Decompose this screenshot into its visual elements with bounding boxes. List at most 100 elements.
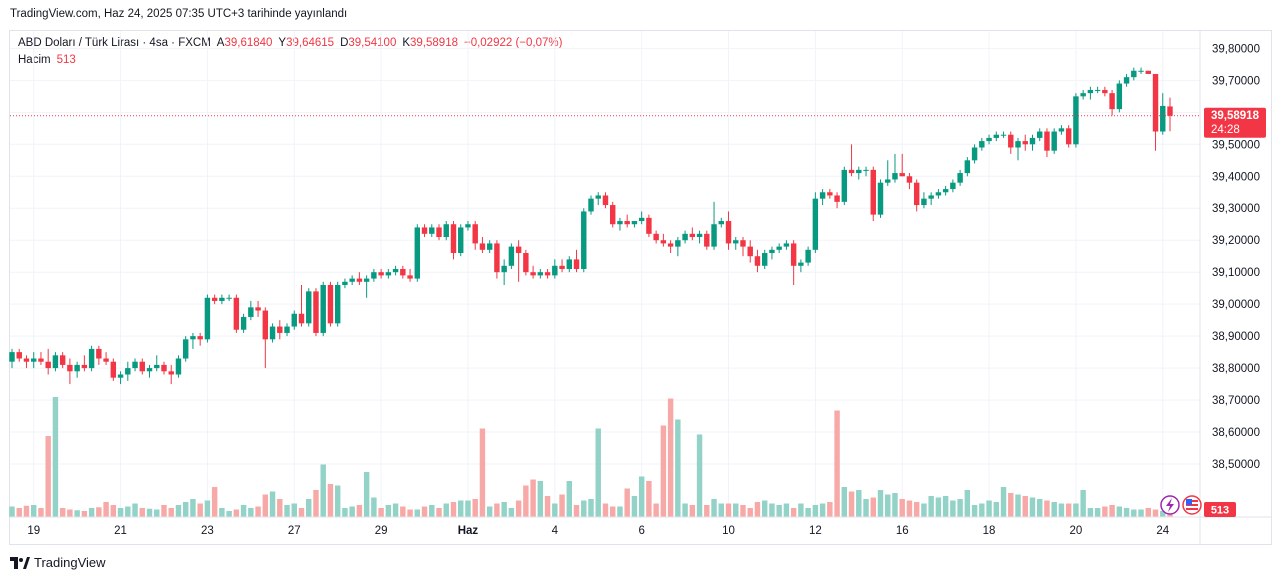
volume-bar (776, 505, 782, 517)
volume-bar (161, 505, 167, 517)
candle (885, 160, 891, 186)
candle (602, 192, 609, 209)
price-tick-label: 39,20000 (1212, 235, 1260, 247)
volume-bar (501, 502, 507, 517)
volume-bar (342, 508, 348, 517)
price-tick-label: 39,70000 (1212, 75, 1260, 87)
volume-bar (320, 464, 326, 517)
candle (371, 268, 377, 282)
candle-body (696, 233, 703, 238)
candle (957, 169, 963, 186)
high-value: 39,64615 (286, 37, 335, 49)
candle (689, 227, 696, 241)
volume-bar (646, 481, 652, 517)
price-tick-label: 38,50000 (1212, 459, 1260, 471)
volume-label[interactable]: Hacim (18, 54, 51, 66)
candle-body (385, 272, 392, 276)
candle-body (479, 243, 486, 250)
volume-bar (754, 502, 761, 517)
candle-body (1145, 70, 1152, 74)
volume-bar (154, 509, 160, 517)
candle (552, 259, 558, 279)
volume-bar (682, 503, 688, 517)
candle-body (1044, 131, 1050, 151)
volume-bar (74, 510, 80, 517)
candle-body (284, 326, 290, 333)
candle (233, 294, 240, 333)
candle (660, 233, 667, 247)
volume-bar (110, 505, 117, 517)
volume-bar (790, 508, 797, 517)
candle-body (226, 297, 232, 299)
candle-body (964, 160, 971, 174)
open-label: A (216, 37, 225, 49)
candle-body (675, 240, 681, 247)
candle (1152, 73, 1159, 151)
volume-bar (921, 503, 927, 517)
time-axis: 19 21 23 27 29 Haz 4 6 10 12 16 18 20 24 (10, 516, 1272, 537)
candle-body (957, 173, 963, 183)
volume-bar (204, 500, 211, 517)
candle-body (913, 182, 920, 206)
candle-body (1138, 70, 1144, 72)
volume-bar (769, 503, 775, 517)
volume-bar (334, 485, 341, 517)
candle-body (631, 221, 638, 225)
volume-bar (834, 410, 840, 517)
candle-body (110, 361, 117, 378)
candle-body (450, 224, 457, 254)
candle (1065, 125, 1072, 148)
time-tick-label: 24 (1156, 525, 1169, 537)
candle-body (1029, 137, 1036, 145)
volume-bar (1022, 496, 1028, 517)
volume-bar (407, 509, 413, 517)
candle-body (378, 272, 384, 276)
candle-body (1051, 131, 1057, 151)
volume-bar (291, 503, 297, 517)
candle-body (1000, 134, 1007, 136)
volume-bar (552, 503, 558, 517)
volume-bar (559, 494, 565, 517)
candle-body (559, 265, 565, 269)
candle-body (1015, 141, 1021, 148)
brand-name: TradingView (34, 555, 106, 570)
candle (458, 224, 464, 257)
candle-body (798, 262, 804, 266)
candle-body (595, 195, 601, 199)
candle (486, 240, 493, 254)
volume-bar (96, 507, 102, 517)
volume-bar (1080, 490, 1086, 517)
time-tick-label: 16 (896, 525, 909, 537)
candle-body (935, 192, 942, 196)
volume-bar (190, 499, 196, 517)
candle (877, 179, 884, 218)
candle (472, 221, 478, 250)
volume-bar (725, 503, 732, 517)
candle-body (429, 227, 435, 234)
candle-body (313, 291, 319, 333)
volume-bar (544, 496, 551, 517)
candle (1080, 89, 1086, 100)
candle (609, 201, 616, 228)
candle-body (942, 189, 949, 193)
candle-body (537, 272, 544, 276)
candle-body (9, 352, 15, 362)
candle-body (928, 195, 934, 199)
lightning-icon[interactable] (1160, 495, 1180, 515)
candle (110, 358, 117, 381)
volume-bar (696, 434, 703, 517)
ohlc-row: ABD Doları / Türk Lirası · 4sa · FXCM A 39… (18, 35, 562, 52)
candle-body (103, 358, 109, 362)
candle-body (508, 246, 515, 266)
volume-bar (117, 508, 124, 517)
candle (899, 153, 905, 177)
candle (950, 179, 956, 193)
volume-bar (306, 499, 312, 517)
symbol-title[interactable]: ABD Doları / Türk Lirası · 4sa · FXCM (18, 37, 211, 49)
price-badge[interactable]: 39,58918 24:28 (1204, 107, 1266, 138)
candle-body (573, 259, 580, 269)
us-flag-icon[interactable] (1182, 495, 1202, 515)
volume-bar (935, 497, 942, 517)
candle (667, 240, 674, 254)
